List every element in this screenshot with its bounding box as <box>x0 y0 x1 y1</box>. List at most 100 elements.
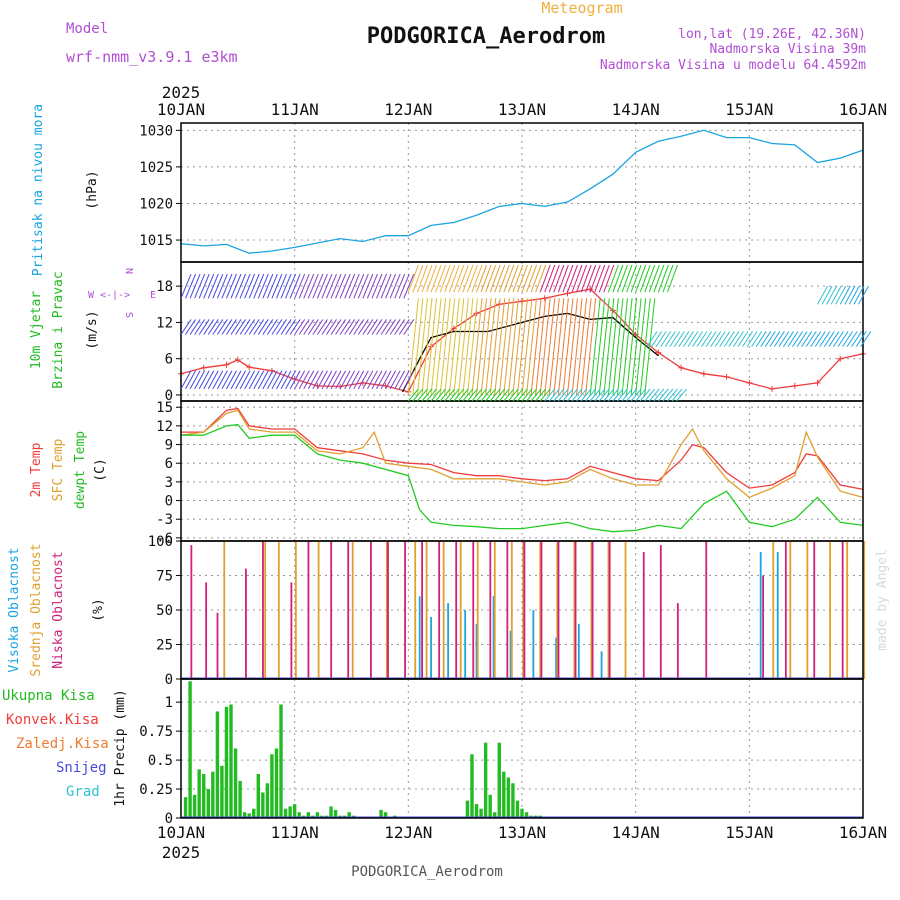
wind-barb <box>285 273 297 299</box>
wind-barb <box>289 273 301 299</box>
wind-barb <box>576 388 587 402</box>
wind-barb <box>733 331 744 347</box>
wind-barb <box>185 273 197 299</box>
wind-barb <box>457 298 469 396</box>
wind-barb <box>846 331 858 347</box>
wind-barb <box>326 370 337 390</box>
bar <box>470 754 474 818</box>
wind-barb <box>235 370 246 390</box>
wind-barb <box>796 331 808 347</box>
date-label-bottom: 12JAN <box>384 823 432 842</box>
wind-barb <box>353 273 365 299</box>
wind-barb <box>362 319 374 335</box>
wind-barb <box>189 273 201 299</box>
wind-barb <box>239 370 251 390</box>
wind-barb <box>207 319 219 335</box>
wind-barb <box>353 370 365 390</box>
wind-barb <box>253 319 265 335</box>
panel-frame <box>180 122 864 263</box>
pressure-axis-title: Pritisak na nivou mora <box>31 104 46 276</box>
wind-barb <box>553 388 565 402</box>
wind-barb <box>607 298 619 396</box>
wind-barb <box>644 298 656 396</box>
wind-barb <box>294 273 306 299</box>
wind-barb <box>653 388 665 402</box>
bar <box>188 681 192 818</box>
wind-marker <box>223 361 230 368</box>
wind-barb <box>544 264 556 293</box>
wind-barb <box>457 388 469 402</box>
wind-barb <box>271 273 283 299</box>
bar <box>288 806 292 818</box>
bar <box>591 541 594 679</box>
wind-barb <box>380 273 392 299</box>
wind-barb <box>667 264 678 293</box>
wind-barb <box>787 331 799 347</box>
bar <box>515 800 520 818</box>
wind-barb <box>376 273 387 299</box>
wind-barb <box>244 370 256 390</box>
wind-barb <box>480 264 492 293</box>
wind-barb <box>648 388 660 402</box>
wind-barb <box>303 273 315 299</box>
wind-barb <box>194 273 206 299</box>
wind-barb <box>783 331 794 347</box>
y-tick-label: 1030 <box>139 123 173 139</box>
wind-barb <box>207 273 219 299</box>
wind-barb <box>839 285 851 305</box>
wind-barb <box>430 388 442 402</box>
bar <box>455 541 458 679</box>
bar <box>206 789 210 818</box>
meteogram-subtitle: Meteogram <box>541 0 622 17</box>
bar <box>829 541 831 679</box>
bar <box>297 812 301 818</box>
wind-barb <box>248 370 260 390</box>
bar <box>270 754 274 818</box>
wind-barb <box>307 273 319 299</box>
wind-barb <box>662 264 674 293</box>
wind-barb <box>389 370 401 390</box>
bar <box>506 541 509 679</box>
wind-barb <box>530 298 542 396</box>
wind-barb <box>453 388 465 402</box>
wind-barb <box>598 388 610 402</box>
wind-barb <box>476 264 488 293</box>
wind-marker <box>837 355 844 362</box>
wind-barb <box>198 319 210 335</box>
wind-barb <box>494 264 506 293</box>
wind-barb <box>646 331 658 347</box>
wind-barb <box>837 331 849 347</box>
panel-4: 0 0.25 0.5 0.75 1 <box>139 678 864 827</box>
legend-zaledj-kisa: Zaledj.Kisa <box>16 736 109 752</box>
wind-barb <box>571 388 583 402</box>
wind-barb <box>651 331 662 347</box>
legend-snijeg: Snijeg <box>56 760 107 776</box>
bar <box>789 541 792 679</box>
wind-barb <box>589 264 601 293</box>
wind-barb <box>398 370 410 390</box>
date-label-bottom: 10JAN <box>157 823 205 842</box>
wind-barb <box>626 298 638 396</box>
wind-barb <box>664 331 676 347</box>
bar <box>383 812 388 818</box>
wind-barb <box>198 273 210 299</box>
wind-barb <box>221 319 233 335</box>
wind-barb <box>421 298 433 396</box>
wind-barb <box>444 388 456 402</box>
wind-barb <box>289 319 301 335</box>
wind-barb <box>676 388 687 402</box>
wind-barb <box>539 264 551 293</box>
wind-barb <box>830 285 842 305</box>
wind-barb <box>471 298 483 396</box>
wind-barb <box>271 370 283 390</box>
wind-barb <box>655 331 667 347</box>
wind-barb <box>621 388 633 402</box>
compass-s: S <box>123 312 134 318</box>
bar <box>607 541 610 679</box>
wind-barb <box>553 264 565 293</box>
wind-barb <box>407 264 419 293</box>
wind-barb <box>621 298 633 396</box>
bar <box>205 582 208 679</box>
y-tick-label: -3 <box>156 512 173 528</box>
bar <box>556 541 559 679</box>
